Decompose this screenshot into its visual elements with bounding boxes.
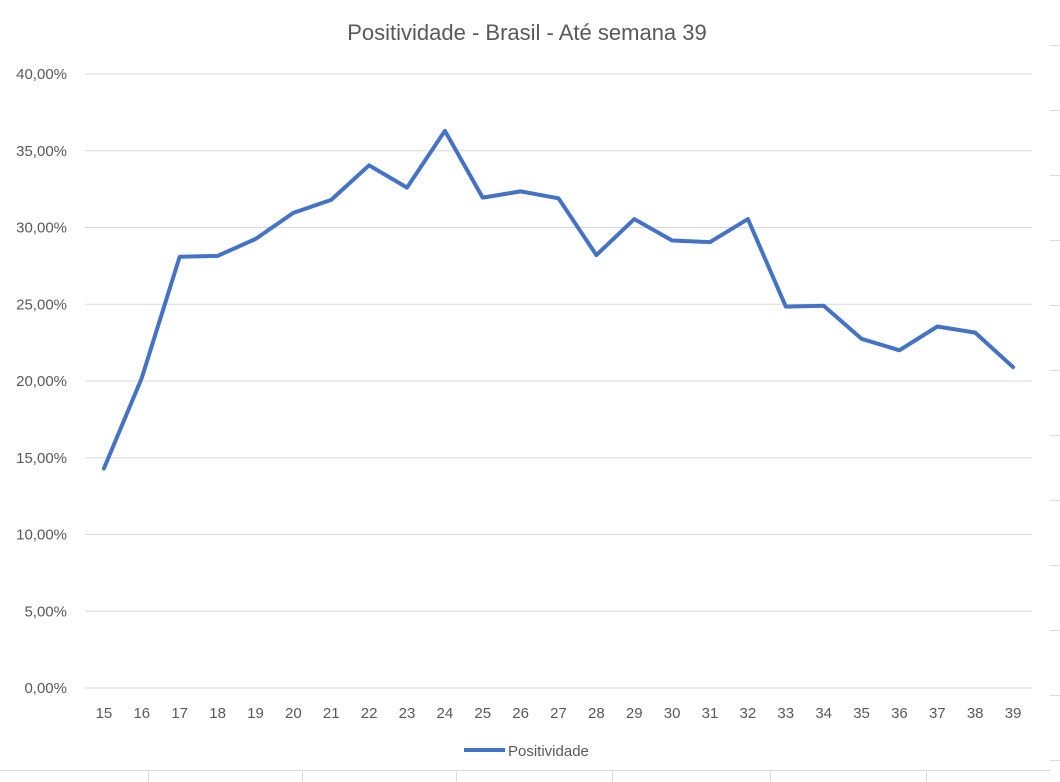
x-tick-label: 32: [740, 705, 757, 722]
y-tick-label: 30,00%: [16, 220, 67, 237]
x-tick-label: 17: [171, 705, 188, 722]
chart-area: [0, 0, 1051, 771]
series-lines: [101, 128, 1016, 471]
x-tick-label: 22: [361, 705, 378, 722]
sheet-gridline: [1050, 45, 1060, 46]
legend: Positividade: [464, 743, 589, 760]
x-tick-label: 34: [815, 705, 832, 722]
x-tick-label: 25: [474, 705, 491, 722]
x-tick-label: 24: [437, 705, 454, 722]
x-tick-label: 36: [891, 705, 908, 722]
sheet-gridline: [148, 770, 149, 782]
sheet-gridline: [1050, 240, 1060, 241]
chart-title: Positividade - Brasil - Até semana 39: [347, 20, 707, 45]
sheet-gridline: [1050, 305, 1060, 306]
sheet-gridline: [770, 770, 771, 782]
x-tick-label: 35: [853, 705, 870, 722]
x-tick-label: 30: [664, 705, 681, 722]
x-tick-label: 29: [626, 705, 643, 722]
y-tick-label: 10,00%: [16, 527, 67, 544]
spreadsheet-edge: [1050, 0, 1060, 782]
gridlines: [85, 73, 1032, 689]
x-tick-label: 16: [133, 705, 150, 722]
x-axis-tick-labels: 15 16 17 18 19 20 21 22 23 24 25 26 27 28 29 30 31 32 33 34…: [96, 705, 1022, 722]
sheet-gridline: [1050, 175, 1060, 176]
sheet-gridline: [1050, 565, 1060, 566]
x-tick-label: 15: [96, 705, 113, 722]
y-tick-label: 20,00%: [16, 373, 67, 390]
y-tick-label: 15,00%: [16, 450, 67, 467]
x-tick-label: 38: [967, 705, 984, 722]
x-tick-label: 20: [285, 705, 302, 722]
sheet-gridline: [456, 770, 457, 782]
sheet-gridline: [926, 770, 927, 782]
x-tick-label: 33: [777, 705, 794, 722]
sheet-gridline: [1050, 110, 1060, 111]
x-tick-label: 31: [702, 705, 719, 722]
x-tick-label: 27: [550, 705, 567, 722]
sheet-gridline: [1050, 695, 1060, 696]
y-tick-label: 25,00%: [16, 296, 67, 313]
sheet-gridline: [1050, 500, 1060, 501]
x-tick-label: 37: [929, 705, 946, 722]
y-axis-tick-labels: 0,00% 5,00% 10,00% 15,00% 20,00% 25,00% 30,00%…: [16, 66, 67, 697]
sheet-gridline: [1050, 630, 1060, 631]
y-tick-label: 40,00%: [16, 66, 67, 83]
x-tick-label: 23: [399, 705, 416, 722]
y-tick-label: 0,00%: [24, 680, 67, 697]
legend-label: Positividade: [508, 743, 589, 760]
y-tick-label: 35,00%: [16, 143, 67, 160]
x-tick-label: 18: [209, 705, 226, 722]
x-tick-label: 28: [588, 705, 605, 722]
y-tick-label: 5,00%: [24, 603, 67, 620]
x-tick-label: 19: [247, 705, 264, 722]
sheet-gridline: [612, 770, 613, 782]
series-line: [101, 128, 1016, 471]
x-tick-label: 21: [323, 705, 340, 722]
sheet-gridline: [1050, 370, 1060, 371]
x-tick-label: 26: [512, 705, 529, 722]
sheet-gridline: [1050, 435, 1060, 436]
sheet-gridline: [302, 770, 303, 782]
sheet-gridline: [1050, 760, 1060, 761]
x-tick-label: 39: [1005, 705, 1022, 722]
